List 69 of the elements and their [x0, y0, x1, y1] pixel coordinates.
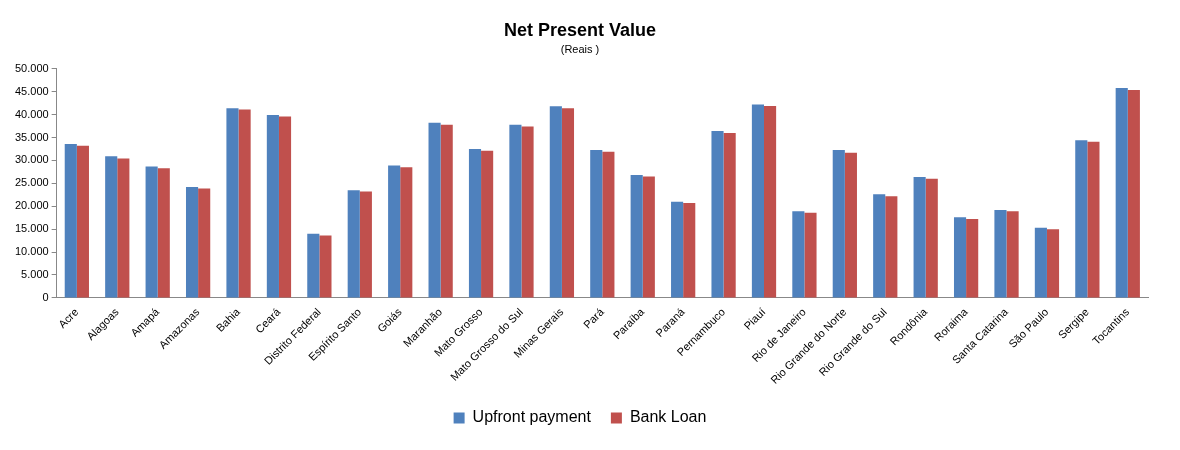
- y-tick-label: 0: [42, 290, 49, 303]
- bar: [913, 176, 926, 298]
- legend-label: Upfront payment: [472, 408, 592, 426]
- bar: [359, 191, 372, 298]
- bar: [832, 149, 845, 298]
- bar: [388, 165, 401, 298]
- bar: [671, 201, 684, 298]
- bar: [966, 219, 979, 298]
- bar: [590, 149, 603, 298]
- bar: [1075, 140, 1088, 298]
- chart-title: Net Present Value: [503, 19, 657, 40]
- bar: [226, 108, 239, 298]
- bar: [602, 151, 615, 298]
- bar: [1046, 229, 1060, 298]
- bar: [1006, 211, 1019, 298]
- bar: [1127, 89, 1140, 298]
- bar: [792, 211, 805, 298]
- bar: [185, 187, 199, 298]
- bar: [885, 196, 898, 298]
- bar: [157, 168, 170, 298]
- y-tick-label: 25.000: [14, 176, 49, 189]
- bar: [1034, 227, 1047, 298]
- bar: [683, 203, 696, 298]
- bar: [440, 124, 453, 298]
- bar: [400, 167, 413, 298]
- bar: [1087, 141, 1100, 298]
- bar: [844, 152, 857, 298]
- bar: [278, 116, 292, 298]
- bar: [347, 190, 360, 298]
- bar: [481, 150, 494, 298]
- y-tick-label: 20.000: [14, 199, 49, 212]
- y-tick-label: 50.000: [14, 61, 49, 74]
- bar: [105, 156, 118, 298]
- bar: [549, 106, 562, 298]
- bar: [630, 175, 643, 298]
- bar: [561, 108, 575, 298]
- y-tick-label: 45.000: [14, 84, 49, 97]
- y-tick-label: 40.000: [14, 107, 49, 120]
- bar: [145, 166, 158, 298]
- y-tick-label: 5.000: [21, 268, 49, 281]
- bar: [642, 176, 655, 298]
- bar: [117, 158, 130, 298]
- bar: [509, 124, 522, 298]
- bar: [428, 122, 441, 298]
- bar: [76, 145, 89, 298]
- bar: [994, 209, 1007, 298]
- bar: [925, 178, 938, 298]
- bar: [953, 217, 967, 298]
- bar: [266, 115, 279, 298]
- bar: [804, 212, 817, 298]
- bar: [198, 188, 211, 298]
- bar: [64, 143, 77, 298]
- bar: [873, 194, 886, 298]
- bar: [711, 131, 724, 298]
- bar: [307, 233, 320, 298]
- bar: [238, 109, 251, 298]
- bar: [751, 104, 765, 298]
- bar: [319, 235, 332, 298]
- y-tick-label: 10.000: [14, 245, 49, 258]
- chart-subtitle: (Reais ): [560, 43, 600, 56]
- bar: [468, 148, 482, 298]
- y-tick-label: 35.000: [14, 130, 49, 143]
- bar: [521, 126, 534, 298]
- bar: [1115, 88, 1128, 298]
- bar: [723, 132, 736, 298]
- y-tick-label: 30.000: [14, 153, 49, 166]
- legend-label: Bank Loan: [629, 408, 707, 426]
- bar: [764, 105, 777, 298]
- y-tick-label: 15.000: [14, 222, 49, 235]
